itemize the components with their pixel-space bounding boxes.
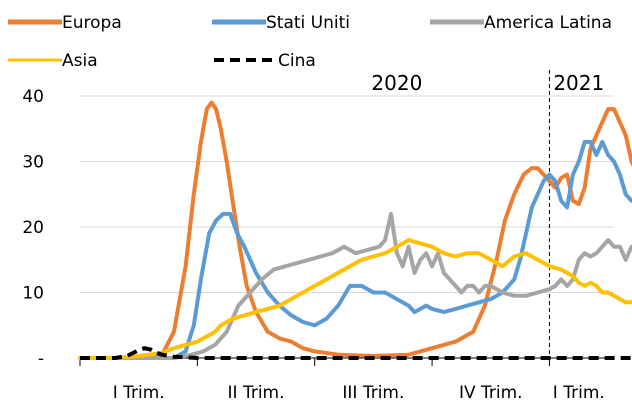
legend-label-america-latina: America Latina — [484, 13, 612, 33]
legend-label-cina: Cina — [278, 51, 316, 71]
year-label-2020: 2020 — [371, 71, 422, 95]
x-tick-label-3: IV Trim. — [459, 383, 523, 403]
series-lines — [78, 100, 632, 360]
legend-label-asia: Asia — [62, 51, 98, 71]
series-line-cina — [80, 346, 632, 360]
x-axis-ticks: I Trim. II Trim. III Trim. IV Trim. I Trim. — [113, 383, 605, 403]
legend: Europa Stati Uniti America Latina Asia C… — [8, 13, 612, 71]
year-annotations: 2020 2021 — [371, 70, 604, 358]
year-label-2021: 2021 — [553, 71, 604, 95]
y-tick-label-1: 10 — [22, 284, 44, 304]
y-tick-label-2: 20 — [22, 218, 44, 238]
series-line-stati-uniti — [78, 139, 632, 360]
x-tick-label-1: II Trim. — [228, 383, 285, 403]
y-tick-label-0: - — [38, 349, 44, 369]
y-tick-label-4: 40 — [22, 87, 44, 107]
y-axis-ticks: - 10 20 30 40 — [22, 87, 44, 369]
series-line-america-latina — [78, 211, 632, 360]
series-line-europa — [78, 100, 632, 360]
legend-label-europa: Europa — [62, 13, 122, 33]
y-tick-label-3: 30 — [22, 153, 44, 173]
x-tick-label-4: I Trim. — [553, 383, 605, 403]
x-tick-label-0: I Trim. — [113, 383, 165, 403]
legend-label-stati-uniti: Stati Uniti — [266, 13, 350, 33]
x-tick-label-2: III Trim. — [342, 383, 404, 403]
gridlines — [80, 95, 614, 293]
series-line-asia — [78, 238, 632, 360]
